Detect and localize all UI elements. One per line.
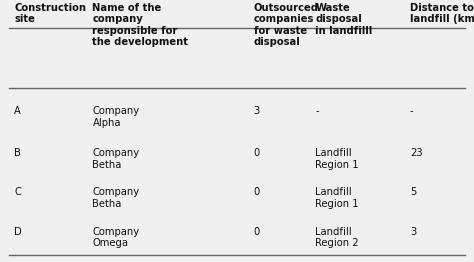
- Text: Company
Alpha: Company Alpha: [92, 106, 139, 128]
- Text: Distance to
landfill (km): Distance to landfill (km): [410, 3, 474, 24]
- Text: 23: 23: [410, 148, 423, 158]
- Text: D: D: [14, 227, 22, 237]
- Text: 0: 0: [254, 148, 260, 158]
- Text: Name of the
company
responsible for
the development: Name of the company responsible for the …: [92, 3, 189, 47]
- Text: 0: 0: [254, 187, 260, 197]
- Text: Outsourced
companies
for waste
disposal: Outsourced companies for waste disposal: [254, 3, 319, 47]
- Text: Company
Omega: Company Omega: [92, 227, 139, 248]
- Text: C: C: [14, 187, 21, 197]
- Text: Construction
site: Construction site: [14, 3, 86, 24]
- Text: B: B: [14, 148, 21, 158]
- Text: 3: 3: [410, 227, 416, 237]
- Text: A: A: [14, 106, 21, 116]
- Text: Landfill
Region 1: Landfill Region 1: [315, 187, 359, 209]
- Text: Company
Betha: Company Betha: [92, 148, 139, 170]
- Text: Landfill
Region 1: Landfill Region 1: [315, 148, 359, 170]
- Text: 0: 0: [254, 227, 260, 237]
- Text: Waste
disposal
in landfilll: Waste disposal in landfilll: [315, 3, 373, 36]
- Text: -: -: [315, 106, 319, 116]
- Text: 3: 3: [254, 106, 260, 116]
- Text: Landfill
Region 2: Landfill Region 2: [315, 227, 359, 248]
- Text: -: -: [410, 106, 414, 116]
- Text: 5: 5: [410, 187, 416, 197]
- Text: Company
Betha: Company Betha: [92, 187, 139, 209]
